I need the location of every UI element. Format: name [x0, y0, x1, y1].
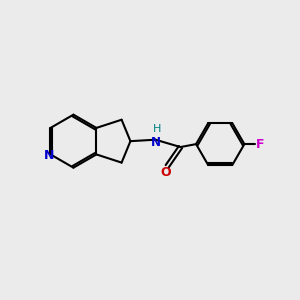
- Text: N: N: [151, 136, 160, 148]
- Text: N: N: [44, 149, 54, 162]
- Text: H: H: [153, 124, 161, 134]
- Text: F: F: [256, 138, 265, 151]
- Text: O: O: [160, 166, 171, 179]
